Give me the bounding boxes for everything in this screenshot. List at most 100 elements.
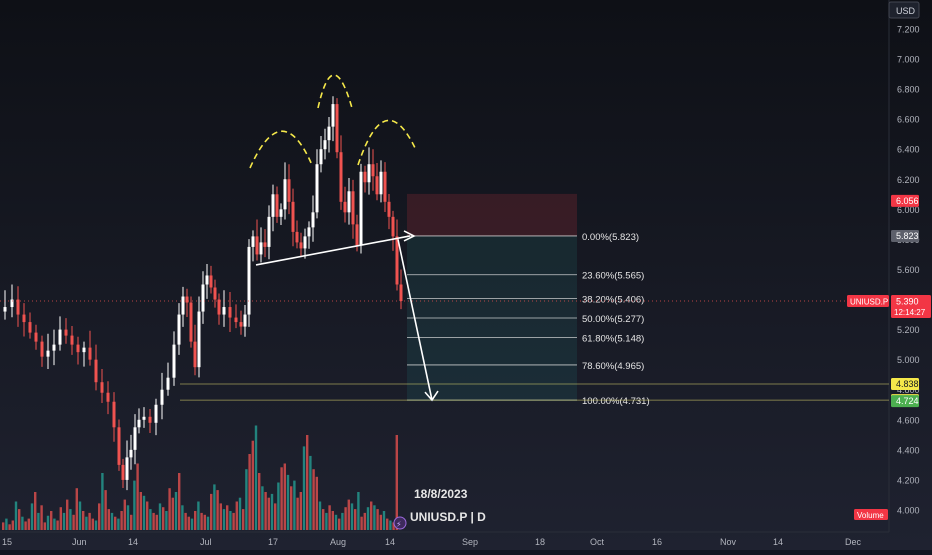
current-price-label: 5.390: [896, 297, 919, 307]
candle-body: [287, 179, 291, 202]
volume-bar: [24, 521, 27, 530]
candle-body: [351, 191, 355, 225]
price-tick-label: 6.600: [897, 115, 920, 125]
take-profit-zone: [407, 235, 577, 402]
volume-bar: [178, 473, 181, 530]
time-tick-label: Oct: [590, 537, 605, 547]
candle-body: [291, 201, 295, 232]
candle-body: [76, 344, 80, 353]
volume-bar: [328, 505, 331, 530]
candle-body: [315, 164, 319, 213]
volume-bar: [203, 514, 206, 530]
volume-bar: [334, 514, 338, 530]
volume-bar: [30, 503, 34, 530]
volume-bar: [21, 516, 24, 530]
volume-bar: [290, 486, 293, 530]
volume-bar: [2, 522, 5, 530]
candle-body: [331, 104, 335, 127]
volume-bar: [306, 435, 309, 530]
volume-bar: [69, 509, 72, 530]
current-price-tag: [891, 295, 931, 319]
candle-body: [339, 152, 343, 202]
candle-body: [295, 231, 299, 243]
volume-tag: [854, 509, 888, 520]
volume-bar: [210, 493, 213, 530]
candle-body: [263, 242, 267, 247]
volume-bar: [91, 518, 94, 530]
volume-bar: [194, 511, 197, 530]
candle-body: [137, 419, 141, 428]
candle-body: [299, 242, 303, 249]
volume-bar: [101, 473, 104, 530]
volume-bar: [274, 503, 277, 530]
volume-bar: [366, 507, 370, 530]
candle-body: [343, 201, 347, 213]
candle-body: [228, 307, 232, 318]
candle-body: [222, 307, 226, 315]
volume-bar: [50, 511, 53, 530]
volume-bar: [315, 476, 318, 530]
candle-body: [52, 344, 56, 351]
volume-bar: [373, 505, 376, 530]
time-tick-label: 17: [268, 537, 278, 547]
candle-body: [10, 299, 14, 308]
volume-bar: [219, 503, 222, 530]
volume-bar: [264, 492, 267, 530]
volume-bar: [299, 492, 302, 530]
volume-bar: [117, 518, 120, 530]
time-tick-label: 18: [535, 537, 545, 547]
left-shoulder-arc: [249, 130, 313, 169]
volume-bar: [59, 507, 62, 530]
volume-bar: [174, 492, 178, 530]
candle-body: [148, 416, 152, 423]
candle-body: [335, 104, 339, 153]
currency-label: USD: [896, 6, 916, 16]
price-tick-label: 6.000: [897, 205, 920, 215]
symbol-tag: [847, 295, 889, 308]
volume-bar: [280, 467, 283, 530]
volume-bar: [376, 509, 379, 530]
volume-bar: [226, 505, 229, 530]
volume-bar: [350, 503, 354, 530]
price-tick-label: 4.200: [897, 475, 920, 485]
volume-bar: [309, 455, 312, 530]
volume-bar: [123, 499, 126, 530]
volume-bar: [104, 490, 107, 530]
volume-bar: [181, 505, 184, 530]
price-tick-label: 5.200: [897, 325, 920, 335]
volume-bar: [120, 511, 123, 530]
candle-body: [383, 171, 387, 202]
volume-bar: [386, 518, 389, 530]
candle-body: [106, 392, 110, 402]
candle-body: [125, 457, 129, 480]
volume-bar: [197, 501, 200, 530]
projection-arrowhead: [424, 390, 439, 402]
volume-bar: [149, 509, 152, 530]
candle-body: [283, 179, 287, 210]
candle-body: [255, 236, 259, 255]
currency-box: [888, 1, 920, 19]
price-tick-label: 6.400: [897, 145, 920, 155]
volume-bar: [200, 512, 203, 530]
volume-bar: [14, 501, 18, 530]
volume-bar: [251, 440, 254, 530]
time-tick-label: Jun: [72, 537, 87, 547]
volume-bar: [283, 463, 286, 530]
time-tick-label: Jul: [200, 537, 212, 547]
fibonacci-retracement: 0.00%(5.823) 23.60%(5.565) 38.20%(5.406) 50…: [407, 232, 650, 407]
time-tick-label: 15: [2, 537, 12, 547]
candle-body: [387, 201, 391, 217]
candle-body: [28, 322, 32, 333]
volume-bar: [82, 511, 85, 530]
volume-bar: [94, 520, 98, 530]
volume-bar: [296, 497, 299, 530]
candle-body: [347, 191, 351, 213]
volume-bar: [8, 524, 11, 530]
candle-body: [160, 389, 164, 405]
volume-bar: [302, 446, 306, 530]
stop-loss-zone: [407, 193, 577, 236]
price-tag: [891, 395, 919, 408]
volume-bar: [213, 484, 216, 530]
